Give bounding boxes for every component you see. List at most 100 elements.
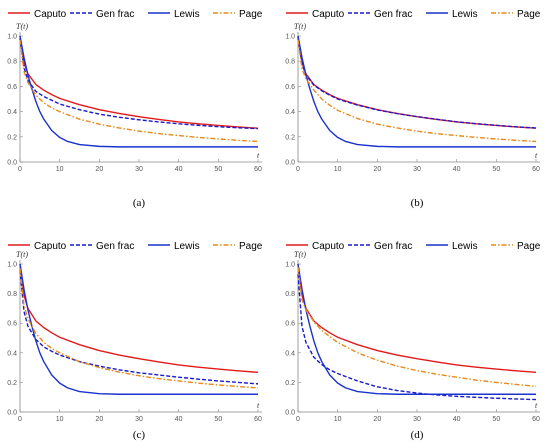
- y-tick-label: 0.0: [7, 160, 17, 167]
- chart-panel-b: Caputo Gen frac Lewis Page 0.0 0.2 0.4 0.6 0.8 1.…: [285, 9, 541, 209]
- x-tick-label: 20: [95, 166, 103, 173]
- x-tick-label: 30: [413, 166, 421, 173]
- x-tick-label: 10: [56, 166, 64, 173]
- x-tick-label: 0: [18, 166, 22, 173]
- x-tick-label: 40: [453, 416, 461, 423]
- series-line-lewis: [19, 263, 258, 395]
- x-tick-label: 50: [214, 166, 222, 173]
- chart-panel-c: Caputo Gen frac Lewis Page 0.0 0.2 0.4 0.6 0.8 1.…: [7, 241, 263, 441]
- series-line-page: [19, 268, 259, 389]
- y-axis-title: T(t): [294, 250, 306, 259]
- y-tick-label: 0.2: [7, 134, 17, 141]
- y-axis-title: T(t): [294, 22, 306, 31]
- x-tick-label: 0: [296, 416, 300, 423]
- series-line-page: [19, 39, 259, 143]
- x-tick-label: 30: [135, 416, 143, 423]
- x-tick-label: 20: [373, 166, 381, 173]
- x-tick-label: 10: [334, 166, 342, 173]
- x-tick-label: 0: [18, 416, 22, 423]
- series-line-page: [297, 266, 537, 387]
- x-tick-label: 50: [214, 416, 222, 423]
- legend-label-lewis: Lewis: [174, 9, 200, 20]
- y-tick-label: 0.8: [285, 59, 295, 66]
- y-tick-label: 0.0: [285, 410, 295, 417]
- x-tick-label: 10: [56, 416, 64, 423]
- y-tick-label: 1.0: [7, 34, 17, 41]
- y-tick-label: 0.6: [7, 321, 17, 328]
- x-tick-label: 60: [254, 416, 262, 423]
- legend-label-page: Page: [239, 241, 263, 252]
- x-tick-label: 40: [175, 416, 183, 423]
- legend-label-caputo: Caputo: [34, 9, 67, 20]
- y-tick-label: 0.8: [7, 59, 17, 66]
- y-tick-label: 0.6: [285, 84, 295, 91]
- y-tick-label: 0.2: [285, 134, 295, 141]
- chart-panel-d: Caputo Gen frac Lewis Page 0.0 0.2 0.4 0.6 0.8 1.…: [285, 241, 541, 441]
- y-tick-label: 0.2: [285, 380, 295, 387]
- legend-label-caputo: Caputo: [312, 241, 345, 252]
- x-axis-title: t: [535, 401, 538, 410]
- legend-label-gen-frac: Gen frac: [374, 9, 412, 20]
- legend-label-gen-frac: Gen frac: [96, 241, 134, 252]
- y-tick-label: 1.0: [285, 34, 295, 41]
- y-tick-label: 0.0: [285, 160, 295, 167]
- legend-label-lewis: Lewis: [452, 241, 478, 252]
- series-line-caputo: [297, 263, 537, 374]
- x-tick-label: 20: [373, 416, 381, 423]
- x-tick-label: 30: [135, 166, 143, 173]
- x-axis-title: t: [257, 401, 260, 410]
- x-tick-label: 40: [175, 166, 183, 173]
- y-tick-label: 0.4: [285, 350, 295, 357]
- legend-label-caputo: Caputo: [312, 9, 345, 20]
- legend-label-lewis: Lewis: [174, 241, 200, 252]
- y-tick-label: 0.4: [285, 109, 295, 116]
- y-tick-label: 0.4: [7, 109, 17, 116]
- series-line-gen-frac: [19, 38, 259, 130]
- legend-label-page: Page: [239, 9, 263, 20]
- x-axis-title: t: [257, 151, 260, 160]
- series-line-gen-frac: [297, 37, 537, 129]
- series-line-caputo: [19, 263, 259, 374]
- chart-panel-a: Caputo Gen frac Lewis Page 0.0 0.2 0.4 0.6 0.8 1.…: [7, 9, 263, 209]
- x-tick-label: 60: [532, 416, 540, 423]
- x-tick-label: 0: [296, 166, 300, 173]
- legend-label-page: Page: [517, 9, 541, 20]
- legend-label-caputo: Caputo: [34, 241, 67, 252]
- y-tick-label: 1.0: [7, 262, 17, 269]
- legend-label-page: Page: [517, 241, 541, 252]
- y-axis-title: T(t): [16, 250, 28, 259]
- x-tick-label: 60: [532, 166, 540, 173]
- y-tick-label: 0.6: [285, 321, 295, 328]
- y-tick-label: 0.2: [7, 380, 17, 387]
- x-tick-label: 50: [492, 416, 500, 423]
- y-tick-label: 1.0: [285, 262, 295, 269]
- y-tick-label: 0.8: [7, 291, 17, 298]
- x-tick-label: 40: [453, 166, 461, 173]
- series-line-caputo: [19, 35, 259, 129]
- series-line-caputo: [297, 35, 537, 129]
- legend-label-lewis: Lewis: [452, 9, 478, 20]
- y-tick-label: 0.0: [7, 410, 17, 417]
- y-axis-title: T(t): [16, 22, 28, 31]
- y-tick-label: 0.6: [7, 84, 17, 91]
- y-tick-label: 0.8: [285, 291, 295, 298]
- series-line-page: [297, 39, 537, 143]
- x-tick-label: 10: [334, 416, 342, 423]
- series-line-lewis: [297, 263, 536, 395]
- panel-caption: (b): [411, 197, 424, 209]
- panel-caption: (d): [411, 429, 424, 441]
- panel-caption: (a): [133, 197, 146, 209]
- x-axis-title: t: [535, 151, 538, 160]
- legend-label-gen-frac: Gen frac: [96, 9, 134, 20]
- series-line-gen-frac: [19, 269, 259, 385]
- x-tick-label: 60: [254, 166, 262, 173]
- x-tick-label: 20: [95, 416, 103, 423]
- x-tick-label: 30: [413, 416, 421, 423]
- x-tick-label: 50: [492, 166, 500, 173]
- series-line-gen-frac: [297, 274, 537, 401]
- series-line-lewis: [297, 35, 536, 148]
- series-line-lewis: [19, 35, 258, 148]
- legend-label-gen-frac: Gen frac: [374, 241, 412, 252]
- panel-caption: (c): [133, 429, 146, 441]
